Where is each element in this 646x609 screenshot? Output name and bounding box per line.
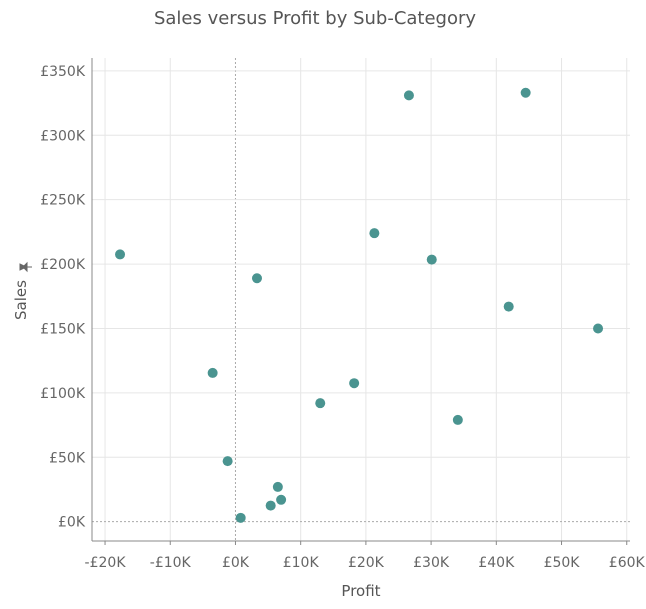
data-point[interactable] <box>251 273 262 284</box>
y-tick-label: £300K <box>40 128 86 144</box>
x-tick-label: £10K <box>283 555 320 571</box>
data-point[interactable] <box>207 367 218 378</box>
data-point[interactable] <box>503 301 514 312</box>
data-point[interactable] <box>403 90 414 101</box>
y-tick-label: £150K <box>40 321 86 337</box>
x-tick-label: £60K <box>609 555 646 571</box>
grid <box>92 58 630 541</box>
y-tick-label: £200K <box>40 257 86 273</box>
x-axis-label: Profit <box>341 582 380 600</box>
x-tick-label: -£20K <box>85 555 127 571</box>
x-tick-label: £30K <box>413 555 450 571</box>
data-point[interactable] <box>276 494 287 505</box>
data-point[interactable] <box>349 378 360 389</box>
pin-icon <box>19 261 32 273</box>
axis-labels: Profit Sales <box>12 261 381 600</box>
y-tick-label: £250K <box>40 193 86 209</box>
data-point[interactable] <box>593 323 604 334</box>
y-tick-label: £100K <box>40 386 86 402</box>
chart-title: Sales versus Profit by Sub-Category <box>153 8 477 29</box>
data-point[interactable] <box>235 512 246 523</box>
y-axis-title: Sales <box>12 261 32 320</box>
data-point[interactable] <box>452 414 463 425</box>
data-points <box>115 87 604 523</box>
data-point[interactable] <box>222 456 233 467</box>
data-point[interactable] <box>520 87 531 98</box>
x-tick-label: £40K <box>478 555 515 571</box>
y-tick-label: £50K <box>49 450 86 466</box>
y-tick-label: £350K <box>40 64 86 80</box>
data-point[interactable] <box>315 398 326 409</box>
data-point[interactable] <box>115 249 126 260</box>
x-tick-label: £0K <box>222 555 250 571</box>
y-tick-label: £0K <box>58 515 86 531</box>
data-point[interactable] <box>272 481 283 492</box>
data-point[interactable] <box>369 228 380 239</box>
axes: -£20K -£10K £0K £10K £20K £30K £40K £50K £60K £0K… <box>40 58 646 571</box>
x-tick-label: £50K <box>544 555 581 571</box>
data-point[interactable] <box>265 500 276 511</box>
x-tick-label: -£10K <box>150 555 192 571</box>
data-point[interactable] <box>426 254 437 265</box>
x-tick-label: £20K <box>348 555 385 571</box>
y-axis-label: Sales <box>12 280 30 320</box>
